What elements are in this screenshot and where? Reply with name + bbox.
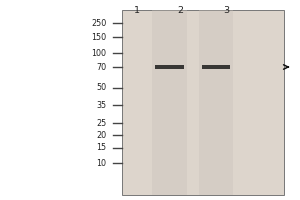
Bar <box>202 65 230 69</box>
Text: 70: 70 <box>96 62 106 72</box>
Text: 250: 250 <box>91 19 106 27</box>
Text: 25: 25 <box>96 118 106 128</box>
Bar <box>122 10 284 195</box>
Text: 50: 50 <box>96 83 106 92</box>
Text: 15: 15 <box>96 144 106 152</box>
Text: 20: 20 <box>96 131 106 140</box>
Text: 10: 10 <box>97 158 106 167</box>
Text: 2: 2 <box>177 6 183 15</box>
Text: 150: 150 <box>92 32 106 42</box>
Text: 3: 3 <box>224 6 230 15</box>
Text: 35: 35 <box>96 100 106 110</box>
Bar <box>152 10 187 195</box>
Text: 100: 100 <box>92 48 106 58</box>
Text: 1: 1 <box>134 6 140 15</box>
Bar <box>199 10 233 195</box>
Bar <box>155 65 184 69</box>
